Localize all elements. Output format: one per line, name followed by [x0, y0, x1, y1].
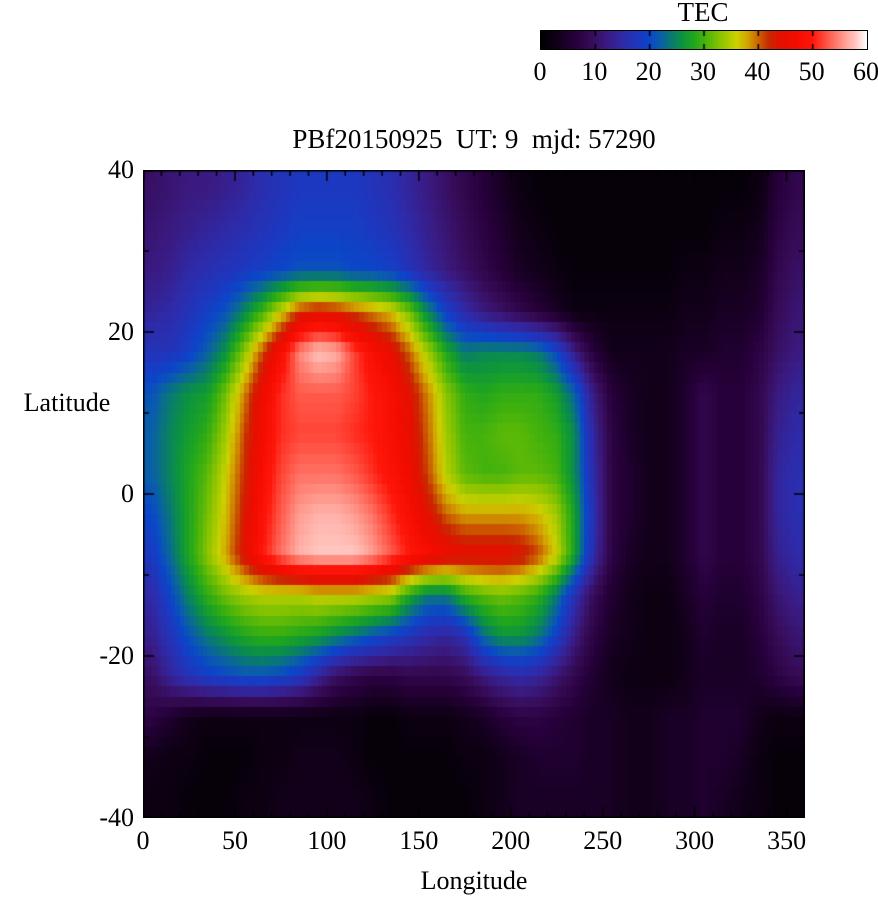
- colorbar-tick-label: 0: [533, 57, 547, 86]
- colorbar-tick-label: 20: [635, 57, 662, 86]
- y-tick-label: -40: [99, 803, 134, 832]
- x-tick-label: 50: [221, 826, 248, 855]
- x-tick-label: 100: [307, 826, 347, 855]
- colorbar-gradient-canvas: [540, 30, 868, 50]
- colorbar-tick-label: 30: [690, 57, 716, 86]
- y-tick-label: -20: [99, 641, 134, 670]
- x-axis-label: Longitude: [420, 866, 528, 895]
- colorbar-title: TEC: [677, 0, 729, 27]
- colorbar-tick-label: 50: [798, 57, 825, 86]
- colorbar-tick-label: 60: [853, 57, 878, 86]
- x-tick-label: 250: [583, 826, 623, 855]
- colorbar-tick-label: 40: [744, 57, 771, 86]
- x-tick-label: 150: [399, 826, 439, 855]
- x-tick-label: 300: [675, 826, 715, 855]
- y-tick-label: 40: [108, 155, 134, 184]
- x-tick-label: 350: [767, 826, 807, 855]
- y-tick-label: 0: [121, 479, 134, 508]
- colorbar-tick-label: 10: [581, 57, 608, 86]
- plot-title: PBf20150925 UT: 9 mjd: 57290: [292, 124, 656, 154]
- y-tick-label: 20: [108, 317, 134, 346]
- y-axis-label: Latitude: [23, 388, 111, 417]
- tec-heatmap-canvas: [143, 170, 805, 818]
- x-tick-label: 0: [136, 826, 150, 855]
- x-tick-label: 200: [491, 826, 531, 855]
